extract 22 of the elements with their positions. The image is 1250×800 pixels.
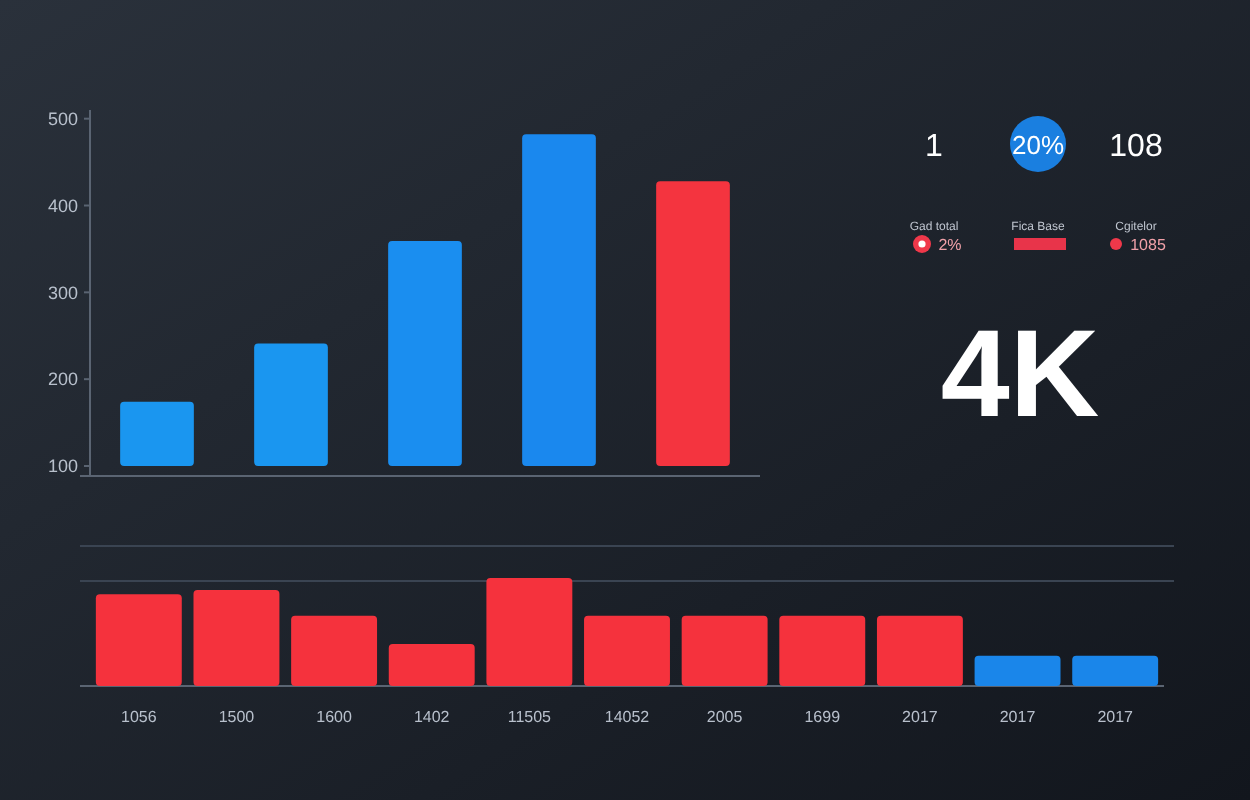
- x-tick-label: 1402: [413, 708, 451, 726]
- y-tick-label: 200: [47, 369, 78, 390]
- x-tick-label: 1699: [804, 708, 842, 726]
- x-tick-label: 2017: [902, 708, 939, 726]
- x-tick-label: 2017: [1097, 708, 1135, 726]
- x-tick-label: 14052: [604, 708, 651, 726]
- x-tick-label: 2005: [706, 708, 744, 726]
- text: 20%: [1011, 130, 1065, 160]
- text: 1085: [1130, 236, 1167, 254]
- x-tick-label: 11505: [507, 708, 553, 726]
- y-tick-label: 300: [47, 282, 78, 303]
- y-tick-label: 100: [47, 456, 78, 477]
- text: 2%: [938, 236, 962, 254]
- text: 1: [925, 130, 944, 164]
- text: 4K: [940, 306, 1100, 444]
- y-tick-label: 500: [47, 108, 78, 129]
- y-tick-label: 400: [47, 195, 78, 216]
- x-tick-label: 1500: [218, 708, 256, 726]
- text: 108: [1109, 130, 1163, 164]
- x-tick-label: 1056: [121, 708, 158, 726]
- x-tick-label: 2017: [999, 708, 1037, 726]
- x-tick-label: 1600: [316, 708, 353, 726]
